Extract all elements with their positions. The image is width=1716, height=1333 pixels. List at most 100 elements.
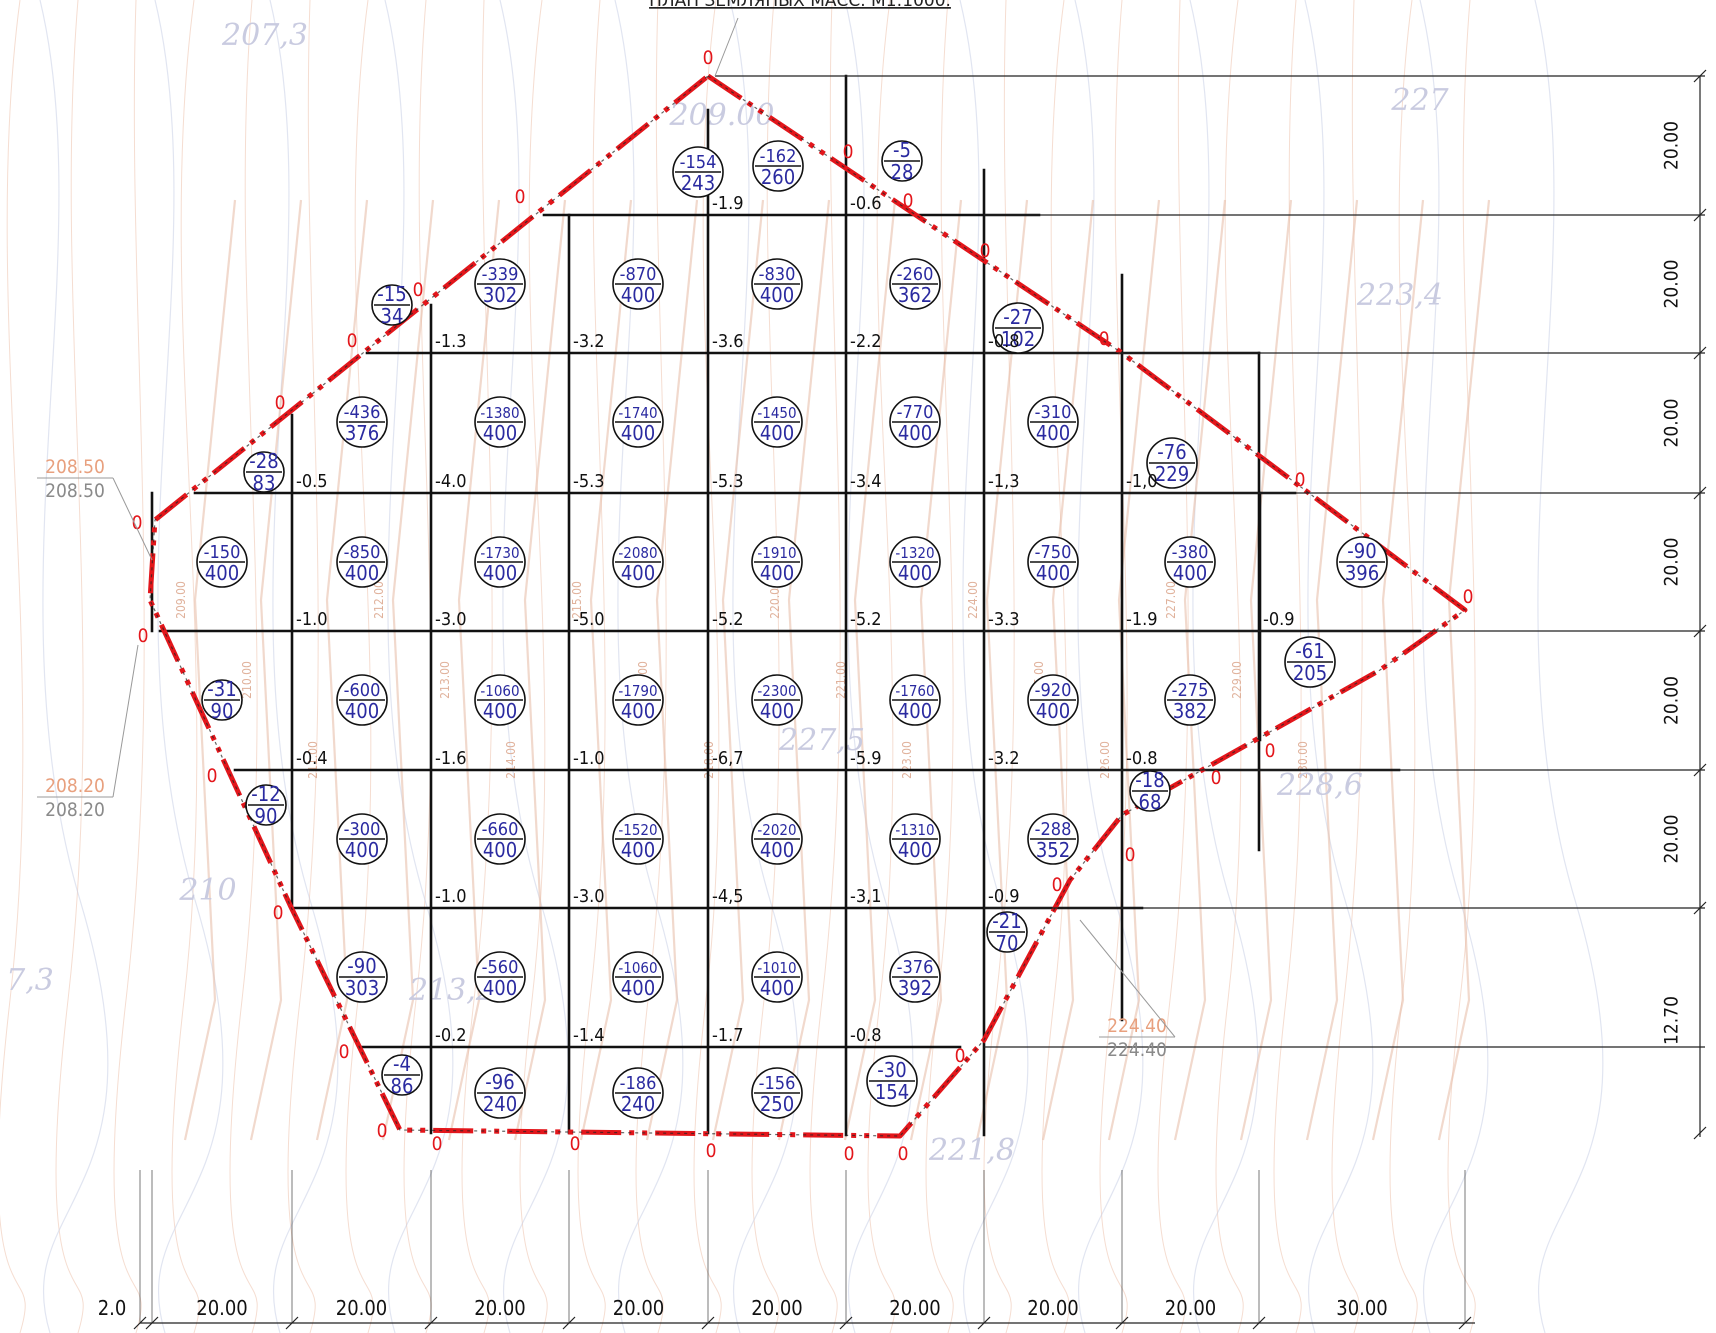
cell-area: 400	[760, 421, 794, 445]
spot-elevation: 210	[178, 873, 236, 908]
cell-area: 352	[1036, 838, 1070, 862]
cut-volume: -2080	[618, 544, 657, 562]
cell-area: 400	[760, 976, 794, 1000]
cut-volume: -28	[249, 449, 278, 473]
contour-line	[693, 0, 722, 1333]
spot-elevation: 209.00	[669, 98, 775, 133]
zero-work-points: 0 0 0 0 0 0 0 0 0 0 0 0 0 0 0 0 0 0 0 0 0 0 0 0 0 0 0	[132, 47, 1474, 1165]
zero-work-point: 0	[703, 47, 714, 69]
node-working-mark: -0.9	[1263, 609, 1295, 630]
zero-work-point: 0	[706, 1140, 717, 1162]
zero-work-point: 0	[432, 1133, 443, 1155]
contour-line	[1447, 0, 1476, 1333]
cut-volume: -1310	[895, 821, 934, 839]
node-working-mark: -3.3	[988, 609, 1020, 630]
spot-elevation: 221,8	[928, 1133, 1015, 1168]
existing-elevation: 208.50	[45, 480, 105, 502]
contour-line	[287, 0, 319, 1333]
cut-volume: -1060	[480, 682, 519, 700]
cell-area: 303	[345, 976, 379, 1000]
column-dimension-label: 20.00	[196, 1296, 248, 1320]
contour-line	[154, 0, 224, 1333]
cut-volume: -12	[251, 782, 280, 806]
node-working-mark: -5.3	[712, 471, 744, 492]
cell-volume: -486	[381, 1052, 423, 1098]
cut-volume: -30	[877, 1058, 906, 1082]
node-working-mark: -3.0	[435, 609, 467, 630]
contour-label: 213.00	[438, 661, 452, 699]
contour-line	[229, 0, 258, 1333]
cell-volume: -528	[881, 138, 923, 184]
zero-work-point: 0	[955, 1045, 966, 1067]
zero-work-point: 0	[898, 1143, 909, 1165]
contour-line	[1157, 0, 1189, 1333]
spot-elevation: 227,5	[778, 723, 865, 758]
cut-volume: -660	[482, 819, 519, 840]
design-contour	[1437, 199, 1491, 1141]
node-working-mark: -0.6	[850, 193, 882, 214]
background-spot-elevations: 207,3223,4228,6227,5221,8213,2210227209.…	[6, 18, 1449, 1168]
cut-volume: -18	[1135, 768, 1164, 792]
cell-area: 243	[681, 171, 715, 195]
contour-label: 215.00	[570, 581, 584, 619]
contour-label: 209.00	[174, 581, 188, 619]
title-leader	[714, 17, 739, 77]
node-working-mark: -1,0	[1126, 471, 1158, 492]
cut-volume: -920	[1035, 680, 1072, 701]
cell-area: 400	[483, 699, 517, 723]
cell-area: 400	[898, 421, 932, 445]
cut-volume: -21	[992, 909, 1021, 933]
node-working-mark: -6,7	[712, 748, 744, 769]
contour-line	[983, 0, 1015, 1333]
cell-area: 28	[891, 160, 914, 184]
contour-line	[635, 0, 667, 1333]
design-contour	[645, 199, 699, 1141]
cell-area: 400	[621, 699, 655, 723]
spot-elevation: 223,4	[1356, 278, 1443, 313]
node-working-mark: -3.0	[573, 886, 605, 907]
zero-work-point: 0	[980, 240, 991, 262]
contour-line	[171, 0, 200, 1333]
node-working-mark: -0.8	[988, 331, 1020, 352]
node-working-mark: -1.9	[1126, 609, 1158, 630]
cell-area: 392	[898, 976, 932, 1000]
cut-volume: -15	[377, 282, 406, 306]
column-dimension-label: 20.00	[751, 1296, 803, 1320]
node-working-mark: -3.2	[573, 331, 605, 352]
cut-volume: -1060	[618, 959, 657, 977]
callout-leader	[1079, 919, 1176, 1038]
spot-elevation: 7,3	[6, 963, 54, 998]
node-working-mark: -1.0	[573, 748, 605, 769]
node-working-mark: -0.2	[435, 1025, 467, 1046]
design-contour	[183, 199, 237, 1141]
cell-area: 400	[483, 421, 517, 445]
cell-area: 382	[1173, 699, 1207, 723]
cell-area: 400	[621, 421, 655, 445]
contour-line	[269, 0, 339, 1333]
cell-area: 400	[1036, 421, 1070, 445]
dimension-tick	[1693, 69, 1707, 83]
cut-volume: -1450	[757, 404, 796, 422]
node-working-mark: -5.2	[712, 609, 744, 630]
cell-area: 400	[1036, 561, 1070, 585]
contour-line	[1189, 0, 1259, 1333]
